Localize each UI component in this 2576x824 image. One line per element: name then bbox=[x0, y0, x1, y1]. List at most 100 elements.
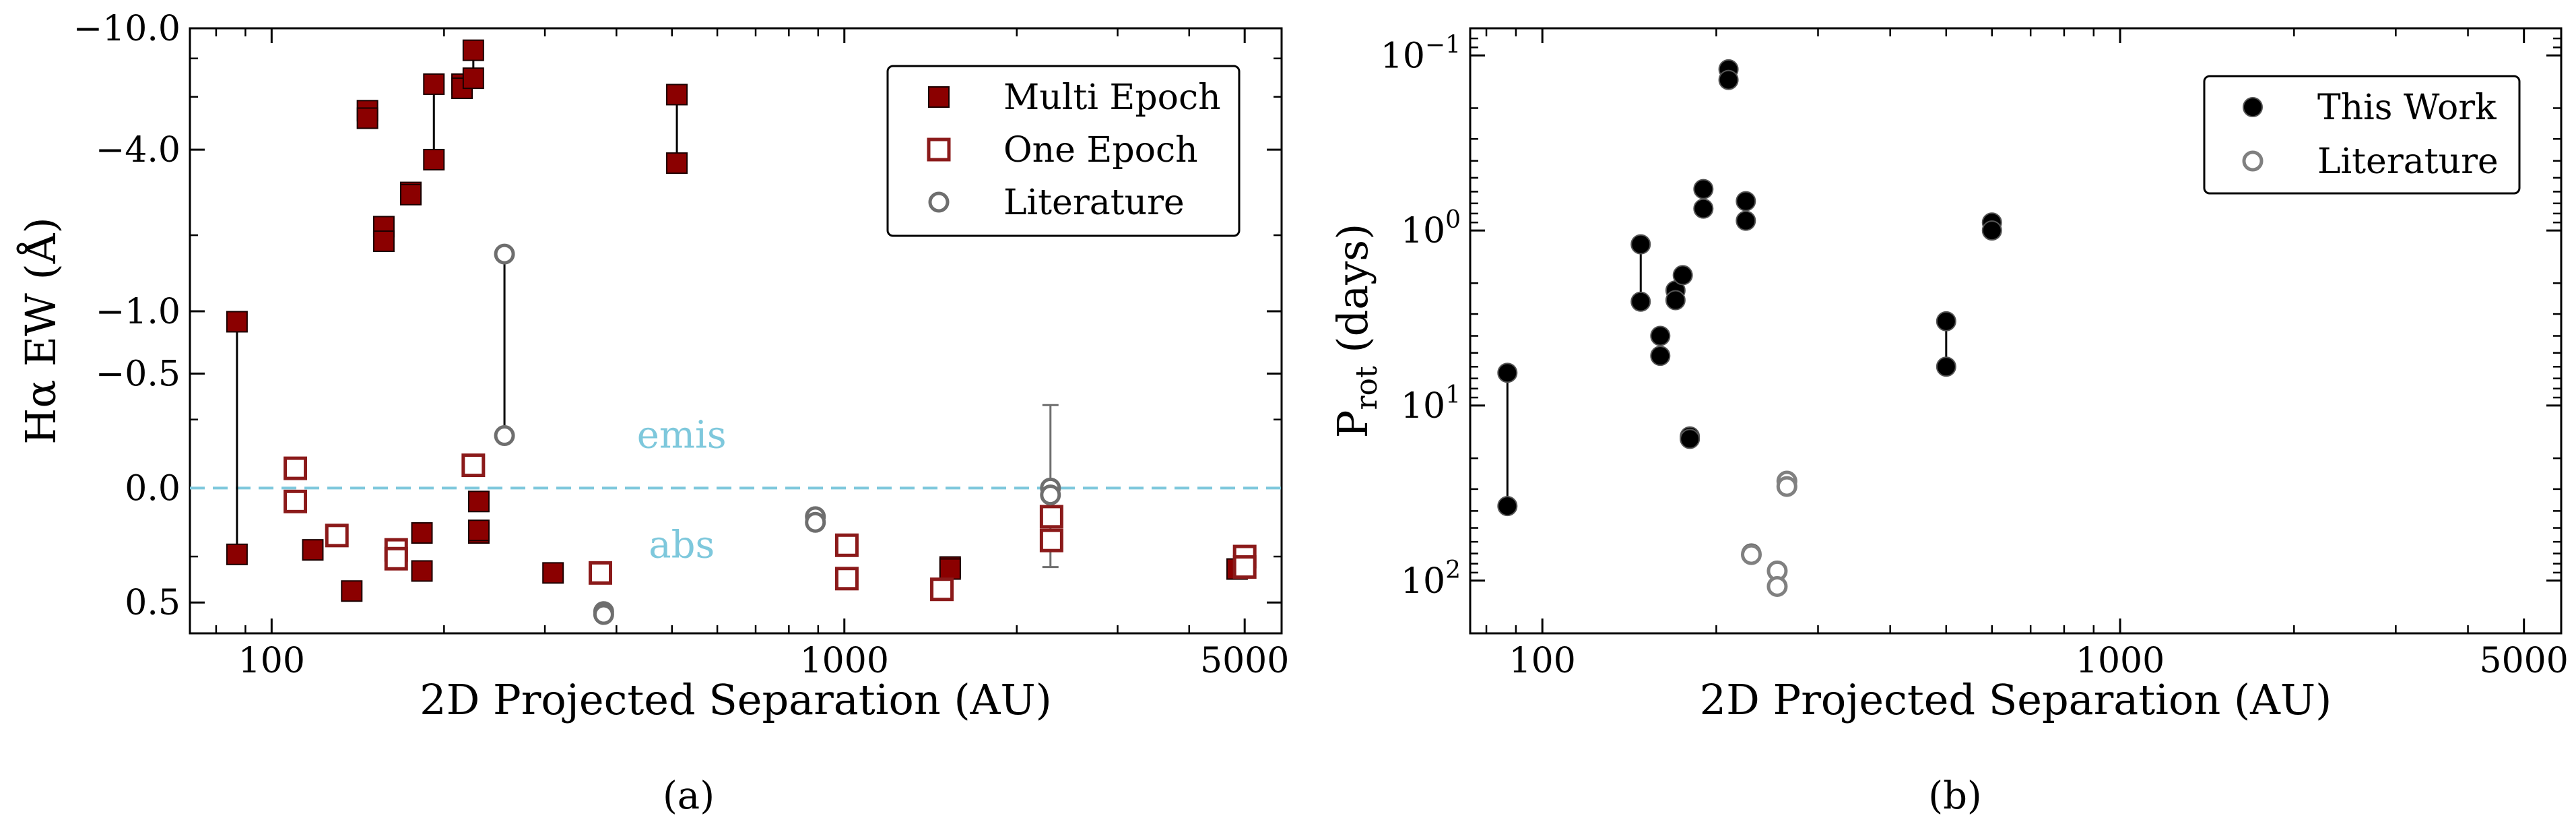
data-point bbox=[467, 519, 490, 542]
data-point bbox=[423, 148, 445, 170]
data-point bbox=[1040, 484, 1061, 506]
panel-label-a: (a) bbox=[663, 774, 715, 818]
data-point bbox=[1630, 234, 1651, 255]
data-point bbox=[1665, 290, 1686, 311]
data-point bbox=[1630, 291, 1651, 312]
data-point bbox=[284, 456, 308, 480]
y-axis-title: Hα EW (Å) bbox=[16, 217, 65, 445]
data-point bbox=[372, 230, 395, 253]
x-axis-title: 2D Projected Separation (AU) bbox=[1700, 675, 2332, 724]
legend-box bbox=[2203, 75, 2521, 195]
data-point bbox=[1497, 362, 1518, 383]
panel-label-b: (b) bbox=[1928, 774, 1982, 818]
data-point bbox=[1766, 575, 1788, 597]
data-point bbox=[1672, 265, 1693, 286]
tick-exponent: 0 bbox=[1445, 206, 1461, 234]
data-point bbox=[1650, 325, 1671, 346]
data-point bbox=[666, 152, 688, 175]
data-point bbox=[1680, 429, 1700, 449]
y-axis-title-part: (days) bbox=[1328, 224, 1377, 367]
annotation-abs: abs bbox=[649, 523, 715, 567]
data-point bbox=[325, 524, 349, 548]
data-point bbox=[1650, 346, 1671, 367]
data-point bbox=[1693, 198, 1714, 219]
y-tick-label: −4.0 bbox=[96, 130, 180, 170]
y-tick-label: 0.5 bbox=[125, 583, 180, 623]
data-point bbox=[356, 107, 378, 129]
data-point bbox=[494, 425, 515, 447]
y-axis-title-part: rot bbox=[1350, 366, 1384, 410]
data-point bbox=[1693, 179, 1714, 199]
panel-a-halpha-ew: 100 1000 5000 −10.0 −4.0 −1.0 −0.5 0.0 0.5 emis ab… bbox=[16, 9, 1289, 818]
data-point bbox=[1776, 476, 1797, 497]
tick-exponent: −1 bbox=[1425, 31, 1461, 59]
legend-label: Literature bbox=[2317, 141, 2499, 182]
data-point bbox=[542, 562, 564, 584]
data-point bbox=[805, 511, 826, 533]
data-point bbox=[1718, 69, 1739, 90]
y-tick-label: −10.0 bbox=[73, 9, 180, 49]
data-point bbox=[1039, 528, 1063, 552]
y-tick-label: 0.0 bbox=[125, 468, 180, 509]
plot-frame bbox=[1469, 27, 2563, 635]
y-tick-label: 10−1 bbox=[1381, 31, 1461, 76]
data-point bbox=[1936, 311, 1956, 331]
data-point bbox=[1736, 210, 1756, 231]
y-tick-label: 101 bbox=[1401, 381, 1461, 426]
data-point bbox=[930, 577, 954, 602]
x-tick-label: 1000 bbox=[800, 641, 889, 681]
tick-mantissa: 10 bbox=[1401, 211, 1445, 251]
data-point bbox=[284, 489, 308, 513]
annotation-emis: emis bbox=[637, 414, 727, 457]
data-point bbox=[1039, 505, 1063, 529]
x-tick-label: 100 bbox=[238, 641, 305, 681]
data-point bbox=[467, 490, 490, 513]
plot-frame bbox=[189, 27, 1283, 635]
y-axis-title-part: P bbox=[1328, 410, 1377, 439]
legend-label: Multi Epoch bbox=[1003, 77, 1221, 118]
legend-label: Literature bbox=[1003, 183, 1185, 223]
y-tick-label: −1.0 bbox=[96, 292, 180, 332]
legend-marker bbox=[2242, 150, 2264, 172]
data-point bbox=[226, 543, 248, 565]
data-point bbox=[834, 533, 859, 557]
x-axis-title: 2D Projected Separation (AU) bbox=[420, 675, 1052, 724]
y-tick-label: 100 bbox=[1401, 206, 1461, 251]
data-point bbox=[1497, 496, 1518, 517]
tick-mantissa: 10 bbox=[1401, 561, 1445, 602]
legend-marker bbox=[927, 137, 951, 162]
tick-mantissa: 10 bbox=[1401, 386, 1445, 426]
data-point bbox=[939, 558, 961, 580]
data-point bbox=[1232, 555, 1257, 579]
data-point bbox=[411, 522, 433, 544]
data-point bbox=[666, 84, 688, 106]
data-point bbox=[1936, 356, 1956, 377]
data-point bbox=[589, 561, 613, 585]
data-point bbox=[384, 546, 408, 571]
data-point bbox=[400, 183, 422, 205]
legend-label: One Epoch bbox=[1003, 130, 1198, 170]
y-tick-label: −0.5 bbox=[96, 354, 180, 395]
x-tick-label: 5000 bbox=[1200, 641, 1289, 681]
tick-mantissa: 10 bbox=[1381, 36, 1425, 76]
y-axis-title: Prot (days) bbox=[1328, 224, 1384, 439]
legend-marker bbox=[2243, 97, 2263, 117]
data-point bbox=[834, 567, 859, 591]
legend-marker bbox=[928, 86, 950, 108]
data-point bbox=[302, 539, 324, 561]
x-tick-label: 1000 bbox=[2076, 641, 2165, 681]
data-point bbox=[462, 39, 484, 61]
x-tick-label: 100 bbox=[1509, 641, 1576, 681]
tick-exponent: 2 bbox=[1445, 557, 1461, 584]
data-point bbox=[341, 580, 363, 602]
data-point bbox=[1981, 220, 2002, 241]
data-point bbox=[494, 243, 515, 265]
tick-exponent: 1 bbox=[1445, 381, 1461, 409]
data-point bbox=[593, 604, 614, 625]
legend-marker bbox=[928, 191, 950, 213]
x-tick-label: 5000 bbox=[2480, 641, 2569, 681]
legend-box bbox=[886, 65, 1241, 237]
data-point bbox=[423, 73, 445, 95]
